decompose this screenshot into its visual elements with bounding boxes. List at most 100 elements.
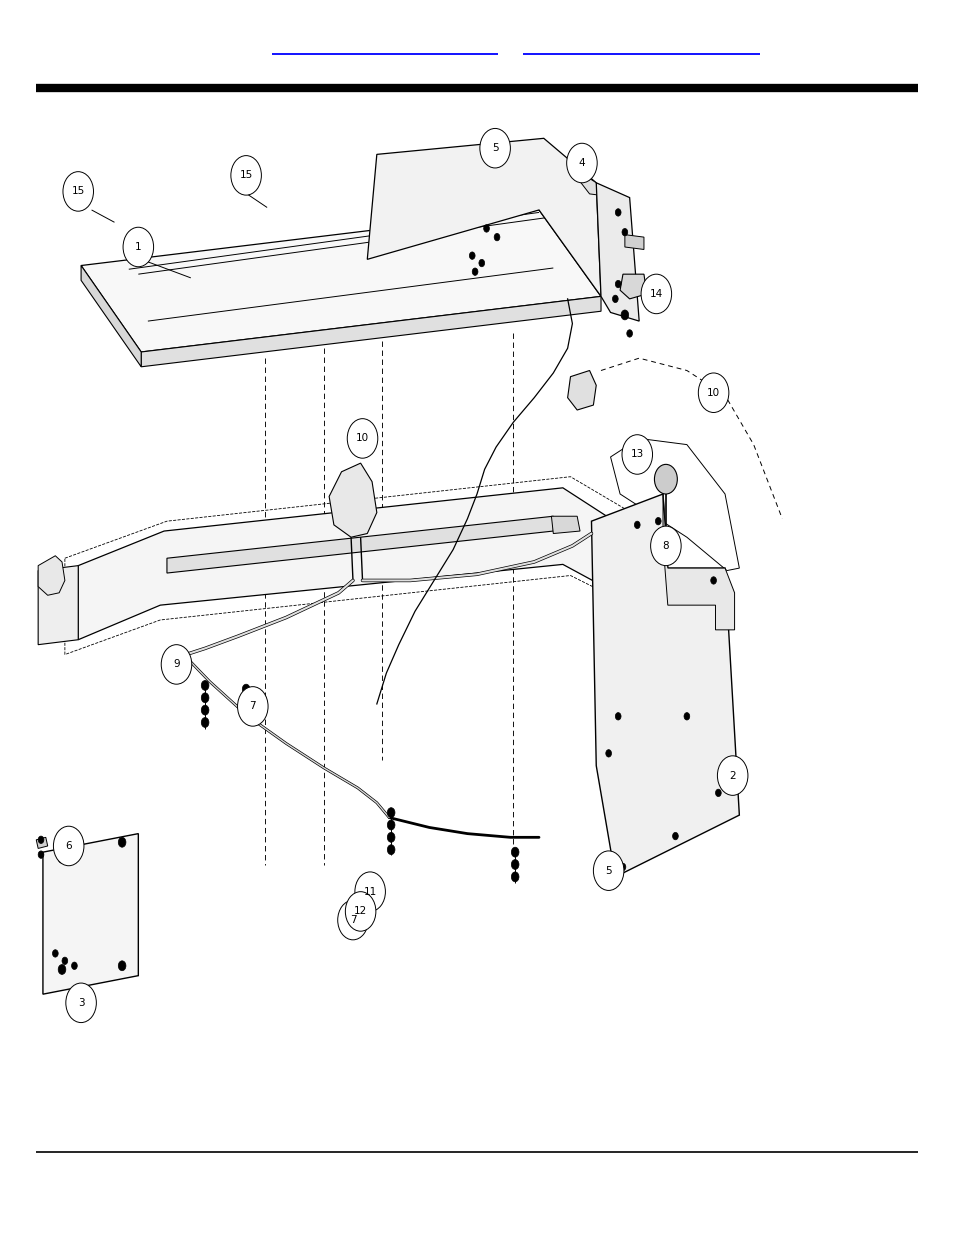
Circle shape [593,851,623,890]
Circle shape [620,310,628,320]
Text: 3: 3 [78,998,84,1008]
Circle shape [347,419,377,458]
Polygon shape [567,370,596,410]
Circle shape [355,872,385,911]
Polygon shape [43,834,138,994]
Text: 4: 4 [578,158,584,168]
Polygon shape [38,566,78,645]
Circle shape [612,295,618,303]
Circle shape [698,373,728,412]
Circle shape [710,577,716,584]
Circle shape [201,680,209,690]
Circle shape [66,983,96,1023]
Circle shape [655,517,660,525]
Polygon shape [329,463,376,537]
Circle shape [619,863,625,871]
Polygon shape [367,138,600,296]
Circle shape [71,962,77,969]
Text: 11: 11 [363,887,376,897]
Circle shape [387,832,395,842]
Circle shape [387,820,395,830]
Circle shape [123,227,153,267]
Circle shape [511,860,518,869]
Polygon shape [36,837,48,848]
Polygon shape [662,494,734,630]
Text: 5: 5 [492,143,497,153]
FancyBboxPatch shape [365,287,431,314]
Text: 7: 7 [350,915,355,925]
Polygon shape [167,516,553,573]
Circle shape [615,209,620,216]
Text: 15: 15 [71,186,85,196]
Text: 9: 9 [173,659,179,669]
Circle shape [661,532,669,542]
Polygon shape [591,494,739,877]
Circle shape [52,950,58,957]
Circle shape [479,128,510,168]
Circle shape [237,687,268,726]
Polygon shape [619,274,646,299]
Circle shape [469,252,475,259]
Polygon shape [78,488,615,640]
Polygon shape [38,556,65,595]
Circle shape [605,750,611,757]
Circle shape [717,756,747,795]
Circle shape [201,705,209,715]
Text: 15: 15 [239,170,253,180]
Circle shape [58,965,66,974]
Circle shape [621,228,627,236]
Circle shape [242,709,250,719]
Circle shape [640,274,671,314]
Polygon shape [551,516,579,534]
Circle shape [615,280,620,288]
Circle shape [231,156,261,195]
Circle shape [634,521,639,529]
Circle shape [615,713,620,720]
Circle shape [472,268,477,275]
Circle shape [58,853,66,863]
Polygon shape [624,235,643,249]
Circle shape [337,900,368,940]
Circle shape [63,172,93,211]
Circle shape [715,789,720,797]
Circle shape [683,713,689,720]
Circle shape [118,961,126,971]
Circle shape [201,718,209,727]
Text: 12: 12 [354,906,367,916]
Text: 8: 8 [662,541,668,551]
Circle shape [201,693,209,703]
Text: 13: 13 [630,450,643,459]
Polygon shape [81,266,141,367]
Circle shape [566,143,597,183]
Circle shape [62,957,68,965]
Polygon shape [596,183,639,321]
Text: 2: 2 [729,771,735,781]
Text: 10: 10 [706,388,720,398]
Circle shape [38,836,44,844]
Circle shape [53,826,84,866]
Circle shape [242,697,250,706]
Text: 6: 6 [66,841,71,851]
Circle shape [161,645,192,684]
Circle shape [38,851,44,858]
Circle shape [654,464,677,494]
Text: 10: 10 [355,433,369,443]
Circle shape [650,526,680,566]
Circle shape [483,225,489,232]
Circle shape [118,837,126,847]
Circle shape [511,872,518,882]
Circle shape [345,892,375,931]
Text: 1: 1 [135,242,141,252]
Circle shape [626,330,632,337]
Circle shape [621,435,652,474]
Text: 14: 14 [649,289,662,299]
Circle shape [511,847,518,857]
Circle shape [242,684,250,694]
Text: 7: 7 [250,701,255,711]
Polygon shape [141,296,600,367]
Circle shape [478,259,484,267]
Circle shape [494,233,499,241]
Circle shape [387,808,395,818]
Polygon shape [577,170,598,195]
Circle shape [672,832,678,840]
